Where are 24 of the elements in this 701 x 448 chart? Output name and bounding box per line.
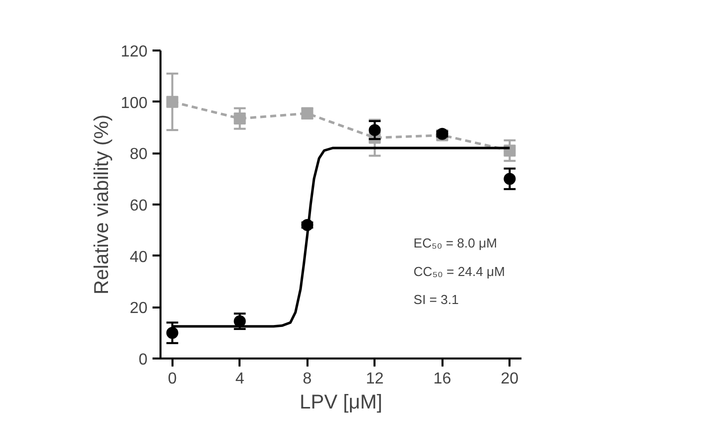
y-tick-label: 60 [130, 198, 148, 214]
y-axis-title: Relative viability (%) [90, 114, 113, 295]
point [504, 172, 516, 185]
x-tick-label: 12 [366, 370, 384, 388]
x-axis-title: LPV [μM] [300, 392, 382, 414]
y-tick-label: 100 [120, 94, 148, 112]
point [166, 326, 178, 339]
y-tick-label: 20 [130, 300, 148, 318]
annotation: EC₅₀ = 8.0 μM [414, 236, 498, 251]
y-tick-label: 80 [130, 146, 148, 164]
y-tick-label: 120 [120, 44, 148, 60]
point [301, 219, 314, 232]
point [368, 124, 381, 136]
x-tick-label: 8 [302, 370, 312, 388]
annotation: CC₅₀ = 24.4 μM [414, 264, 506, 279]
x-tick-label: 20 [500, 370, 519, 388]
x-tick-label: 4 [235, 370, 244, 388]
y-tick-label: 0 [138, 352, 148, 368]
x-tick-label: 0 [168, 370, 177, 388]
x-tick-label: 16 [433, 370, 452, 388]
annotation: SI = 3.1 [414, 292, 459, 308]
y-tick-label: 40 [130, 248, 148, 266]
point [166, 96, 178, 108]
point [234, 112, 246, 125]
